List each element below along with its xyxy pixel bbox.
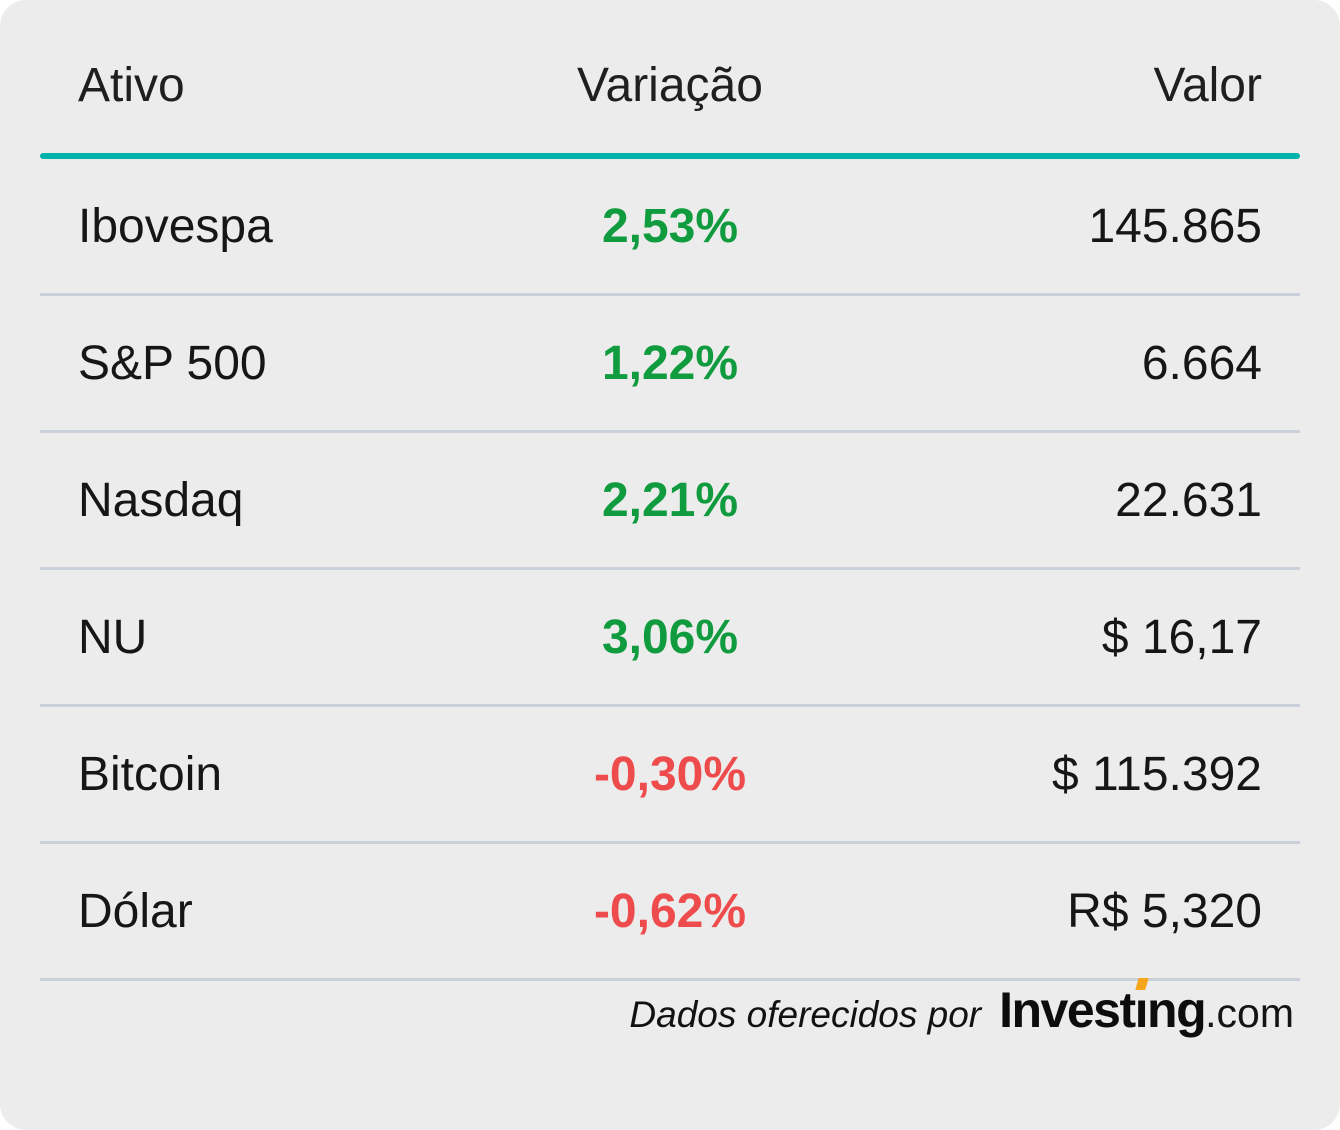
table-row-bitcoin: Bitcoin -0,30% $ 115.392: [0, 707, 1340, 841]
table-row-nu: NU 3,06% $ 16,17: [0, 570, 1340, 704]
asset-label: NU: [78, 610, 148, 664]
change-value: 2,53%: [601, 199, 739, 253]
logo-dot-com: .com: [1205, 990, 1294, 1036]
asset-label: Dólar: [78, 884, 193, 938]
change-value: 1,22%: [601, 336, 739, 390]
asset-value: $ 115.392: [1052, 747, 1262, 801]
investing-logo-text: Investıng: [999, 982, 1207, 1038]
change-value: 2,21%: [601, 473, 739, 527]
row-divider: [40, 567, 1300, 570]
header-divider: [40, 153, 1300, 159]
asset-value: 145.865: [1088, 199, 1262, 253]
asset-label: S&P 500: [78, 336, 267, 390]
logo-orange-dot-i-icon: ı: [1134, 982, 1149, 1038]
row-divider: [40, 704, 1300, 707]
row-divider: [40, 430, 1300, 433]
asset-value: $ 16,17: [1101, 610, 1262, 664]
asset-label: Bitcoin: [78, 747, 223, 801]
table-row-sp500: S&P 500 1,22% 6.664: [0, 296, 1340, 430]
change-value: -0,62%: [593, 884, 747, 938]
footer-credit: Dados oferecidos por Investıng.com: [0, 981, 1340, 1130]
asset-label: Nasdaq: [78, 473, 244, 527]
row-divider: [40, 293, 1300, 296]
header-valor: Valor: [1153, 59, 1262, 112]
row-divider: [40, 978, 1300, 981]
table-row-nasdaq: Nasdaq 2,21% 22.631: [0, 433, 1340, 567]
asset-label: Ibovespa: [78, 199, 273, 253]
logo-part1: Invest: [999, 982, 1136, 1038]
credit-text: Dados oferecidos por: [629, 994, 982, 1035]
asset-value: 6.664: [1141, 336, 1262, 390]
header-ativo: Ativo: [78, 59, 185, 112]
investing-logo: Investıng.com: [999, 981, 1294, 1039]
logo-part2: ng: [1147, 982, 1207, 1038]
header-variacao: Variação: [577, 59, 763, 112]
asset-value: 22.631: [1115, 473, 1262, 527]
table-row-ibovespa: Ibovespa 2,53% 145.865: [0, 159, 1340, 293]
table-row-dolar: Dólar -0,62% R$ 5,320: [0, 844, 1340, 978]
change-value: 3,06%: [601, 610, 739, 664]
change-value: -0,30%: [593, 747, 747, 801]
row-divider: [40, 841, 1300, 844]
asset-value: R$ 5,320: [1067, 884, 1262, 938]
table-header-row: Ativo Variação Valor: [0, 0, 1340, 153]
